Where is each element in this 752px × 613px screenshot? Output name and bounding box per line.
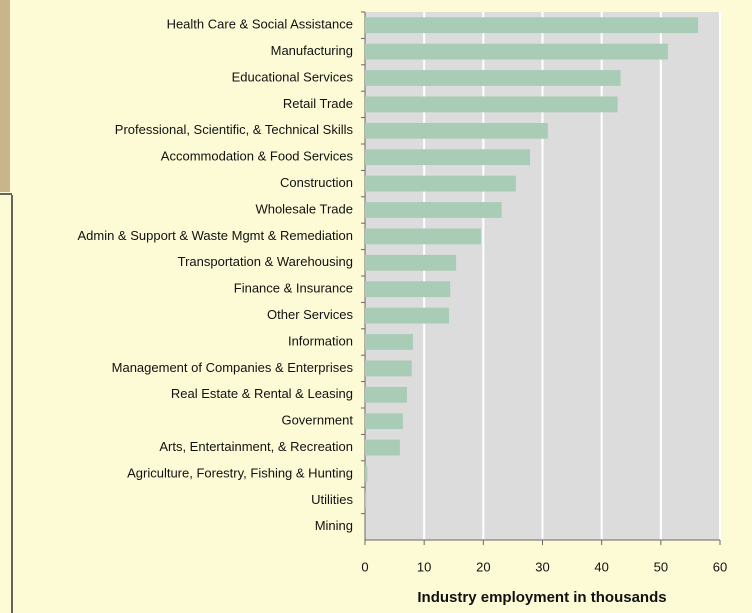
y-tick-label: Health Care & Social Assistance [167,17,353,32]
bar [365,413,403,430]
x-tick-label: 0 [361,559,368,574]
y-tick-label: Professional, Scientific, & Technical Sk… [115,122,354,137]
x-tick-label: 50 [654,559,668,574]
bar [365,202,502,218]
y-tick-label: Information [288,333,353,348]
bar [365,122,548,139]
decor-image [0,0,10,192]
y-tick-label: Other Services [267,307,353,322]
y-tick-label: Government [281,413,353,428]
bar [365,149,531,166]
x-tick-label: 60 [713,559,727,574]
bar [365,70,621,86]
bar [365,96,618,113]
bar [365,254,457,271]
bar [365,334,413,350]
x-tick-label: 30 [535,559,549,574]
bar [365,307,450,324]
y-tick-label: Management of Companies & Enterprises [112,360,354,375]
y-tick-label: Utilities [311,492,353,507]
y-tick-label: Transportation & Warehousing [178,254,353,269]
bar [365,360,412,377]
y-tick-label: Construction [280,175,353,190]
y-tick-label: Admin & Support & Waste Mgmt & Remediati… [77,228,353,243]
bar [365,228,481,245]
y-tick-label: Educational Services [232,69,354,84]
x-axis-title: Industry employment in thousands [417,589,666,606]
y-tick-label: Mining [315,518,353,533]
y-tick-label: Finance & Insurance [234,281,353,296]
bar [365,492,367,509]
bar [365,43,668,60]
x-tick-label: 40 [594,559,608,574]
y-tick-label: Retail Trade [283,96,353,111]
y-tick-label: Accommodation & Food Services [161,149,354,164]
x-tick-label: 10 [417,559,431,574]
y-tick-label: Wholesale Trade [255,201,353,216]
bar [365,386,408,403]
bar [365,175,516,192]
bar [365,439,400,456]
bar [365,17,699,34]
bar [365,281,451,298]
y-tick-label: Agriculture, Forestry, Fishing & Hunting [127,465,353,480]
y-tick-label: Real Estate & Rental & Leasing [171,386,353,401]
y-tick-label: Arts, Entertainment, & Recreation [159,439,353,454]
y-tick-label: Manufacturing [271,43,353,58]
bar [365,466,368,482]
x-tick-label: 20 [476,559,490,574]
